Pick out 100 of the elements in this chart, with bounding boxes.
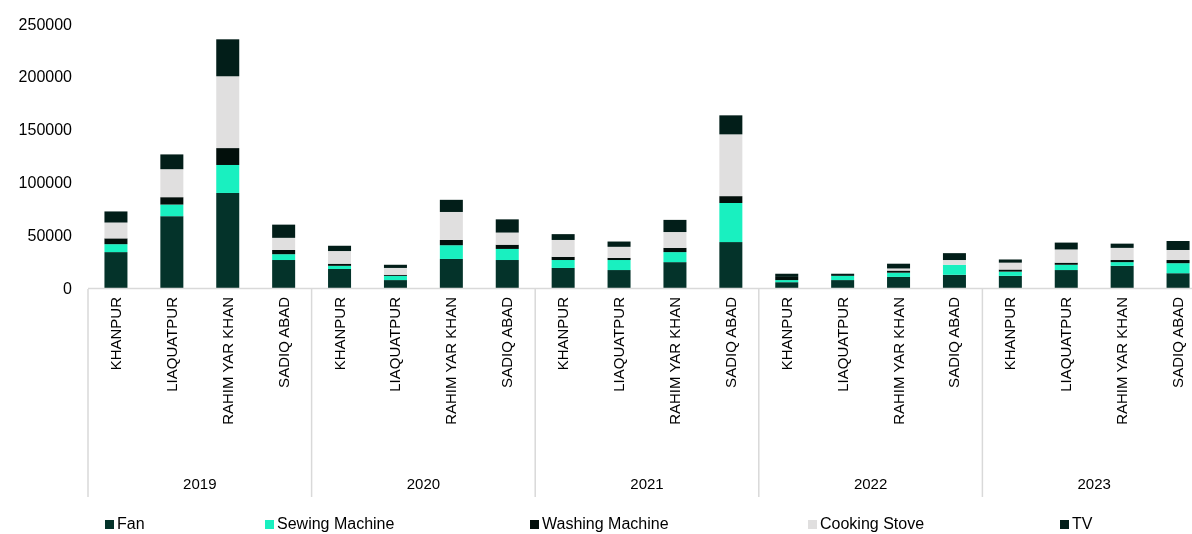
bar [383,280,407,288]
bar [439,199,463,212]
bar [831,280,855,288]
bar [160,204,184,217]
bar [104,238,128,245]
bar [104,222,128,239]
bar [439,239,463,246]
bar [719,134,743,197]
bar [1054,262,1078,265]
bar [942,260,966,265]
bar [887,272,911,277]
bar [607,270,631,288]
text: 2022 [853,475,888,492]
legend-label: Fan [117,515,145,532]
legend-label: Cooking Stove [820,515,925,532]
bar [551,267,575,288]
x-tick-label: KHANPUR [1001,296,1019,371]
bar [495,260,519,288]
bar [1166,241,1190,250]
bar [719,196,743,203]
bar [216,76,240,149]
bar [607,257,631,261]
bar [1166,273,1190,288]
bar [272,224,296,238]
bar [775,280,799,283]
bar [383,264,407,268]
bar [383,275,407,281]
bar [383,267,407,275]
bar [272,254,296,261]
bar [663,252,687,263]
bar [775,273,799,277]
legend-label: Washing Machine [542,515,669,532]
bar [551,239,575,257]
bar [160,169,184,198]
y-tick-label: 0 [63,279,73,297]
bar [831,275,855,281]
y-tick-label: 150000 [18,121,73,139]
bar [719,202,743,243]
bar [1166,263,1190,274]
bar [104,252,128,288]
bar [551,260,575,268]
bar [887,276,911,288]
x-tick-label: LIAQUATPUR [610,296,628,392]
x-tick-label: SADIQ ABAD [498,296,516,388]
bar [495,244,519,249]
bar [775,282,799,288]
bar [1166,260,1190,264]
bar [1054,249,1078,263]
x-tick-label: SADIQ ABAD [721,296,739,388]
bar [998,269,1022,272]
bar [328,268,352,288]
bar [495,232,519,245]
bar [1054,264,1078,271]
bar [719,115,743,135]
bar [607,241,631,247]
bar [104,211,128,223]
bar [942,274,966,288]
bar [328,251,352,264]
bar [663,232,687,248]
bar [998,259,1022,263]
bar [160,154,184,170]
bar [272,260,296,288]
bar [272,249,296,255]
bar [216,148,240,165]
x-tick-label: RAHIM YAR KHAN [218,297,236,425]
text: 2020 [406,475,441,492]
bar [439,258,463,288]
bar [607,260,631,271]
bar [1166,249,1190,261]
bar [216,39,240,77]
bar [998,262,1022,270]
bar [942,264,966,275]
bar [1110,247,1134,261]
bar [495,248,519,261]
bar [663,262,687,288]
bar [607,246,631,258]
bar [998,275,1022,288]
bar [775,276,799,281]
text: 2019 [183,475,217,492]
text: 2023 [1077,475,1111,492]
bar [495,219,519,233]
bar [160,197,184,205]
text: 2021 [630,475,664,492]
bar [551,256,575,261]
x-tick-label: RAHIM YAR KHAN [442,297,460,425]
x-tick-label: SADIQ ABAD [1169,296,1187,388]
x-tick-label: SADIQ ABAD [274,296,292,388]
bar [1110,265,1134,288]
bar [439,245,463,259]
y-tick-label: 100000 [18,174,73,191]
bar [104,244,128,253]
y-tick-label: 250000 [18,15,73,33]
bar [998,271,1022,276]
x-tick-label: KHANPUR [106,296,124,371]
x-tick-label: KHANPUR [330,296,348,371]
legend-label: TV [1072,515,1093,532]
x-tick-label: LIAQUATPUR [1057,296,1075,392]
x-tick-label: LIAQUATPUR [386,296,404,392]
x-tick-label: KHANPUR [554,296,572,371]
bar [551,234,575,240]
